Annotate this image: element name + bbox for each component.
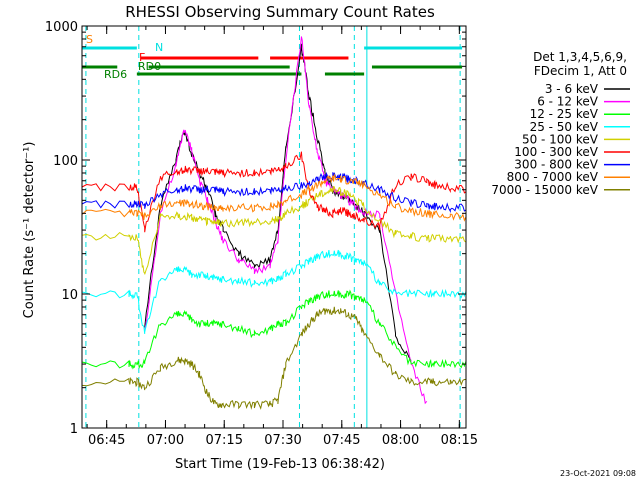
y-tick-label: 1 xyxy=(70,422,78,437)
footer-date: 23-Oct-2021 09:08 xyxy=(560,469,636,478)
y-tick-label: 1000 xyxy=(45,20,78,35)
legend: Det 1,3,4,5,6,9,FDecim 1, Att 0 3 - 6 keV… xyxy=(491,50,630,197)
legend-item-label: 3 - 6 keV xyxy=(545,82,599,96)
legend-header: Det 1,3,4,5,6,9, xyxy=(533,50,627,64)
legend-item-label: 25 - 50 keV xyxy=(530,120,599,134)
x-tick-label: 07:45 xyxy=(323,433,360,448)
legend-header: FDecim 1, Att 0 xyxy=(534,64,627,78)
flag-label: RD6 xyxy=(104,68,127,81)
legend-item-label: 800 - 7000 keV xyxy=(507,170,599,184)
series-line xyxy=(81,306,466,410)
series-line xyxy=(81,185,467,275)
x-tick-label: 06:45 xyxy=(88,433,125,448)
x-tick-label: 07:15 xyxy=(206,433,243,448)
x-tick-label: 07:00 xyxy=(147,433,184,448)
series-line xyxy=(81,173,467,222)
flag-label: F xyxy=(139,51,145,64)
x-axis-label: Start Time (19-Feb-13 06:38:42) xyxy=(175,457,385,472)
y-tick-label: 100 xyxy=(53,154,78,169)
legend-item-label: 6 - 12 keV xyxy=(537,95,599,109)
legend-item-label: 7000 - 15000 keV xyxy=(491,183,598,197)
plot-frame xyxy=(81,25,467,429)
legend-item-label: 50 - 100 keV xyxy=(522,132,599,146)
legend-item-label: 12 - 25 keV xyxy=(530,107,599,121)
series-layer xyxy=(81,36,467,410)
series-line xyxy=(81,171,467,214)
series-line xyxy=(144,36,428,405)
legend-item-label: 100 - 300 keV xyxy=(514,145,598,159)
x-tick-label: 08:15 xyxy=(441,433,478,448)
series-line xyxy=(81,151,467,233)
x-tick-label: 08:00 xyxy=(382,433,419,448)
series-line xyxy=(81,249,467,334)
series-line xyxy=(81,289,467,370)
flag-label: N xyxy=(155,41,163,54)
y-tick-label: 10 xyxy=(61,288,78,303)
chart-title: RHESSI Observing Summary Count Rates xyxy=(125,3,435,21)
x-tick-label: 07:30 xyxy=(264,433,301,448)
legend-item-label: 300 - 800 keV xyxy=(514,158,598,172)
axes: 06:45 07:00 07:15 07:30 07:45 08:00 08:15 1 10 10… xyxy=(45,20,478,448)
flag-label: S xyxy=(86,33,93,46)
y-axis-label: Count Rate (s⁻¹ detector⁻¹) xyxy=(22,142,37,319)
flag-label: RD0 xyxy=(138,60,161,73)
